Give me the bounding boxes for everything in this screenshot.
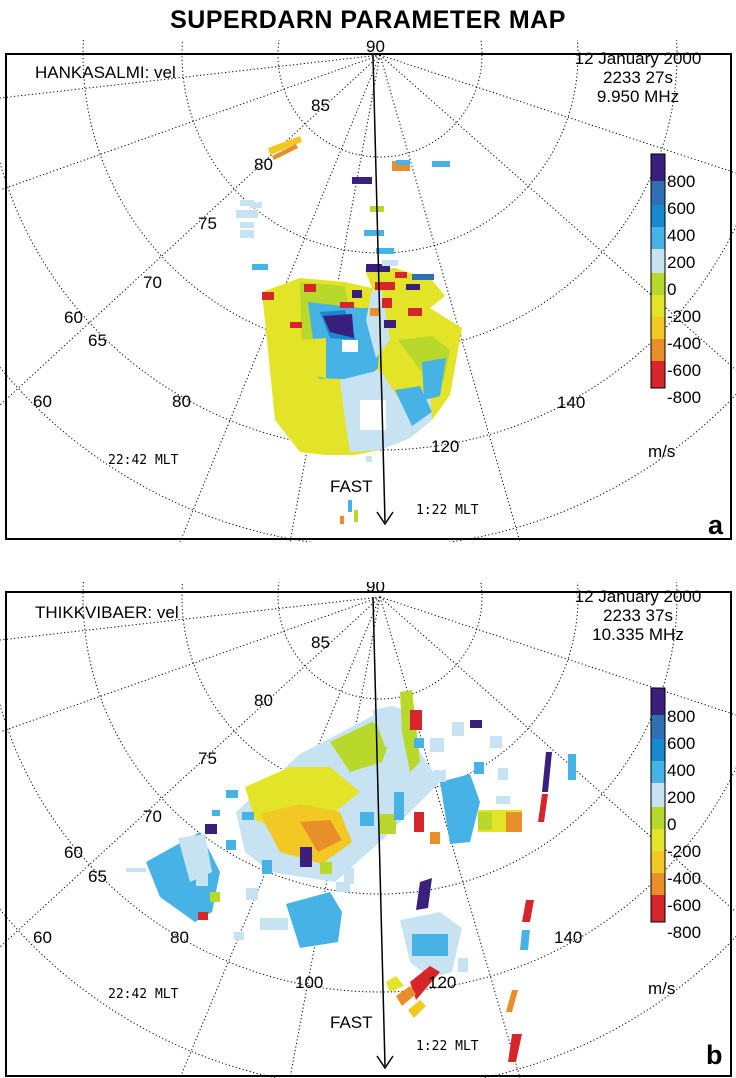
scale-label: -600 <box>667 896 701 915</box>
lon-label-140: 140 <box>554 928 582 947</box>
scale-label: -400 <box>667 869 701 888</box>
scale-label: 200 <box>667 253 695 272</box>
lon-label-80: 80 <box>172 392 191 411</box>
radar-map-panel-b: THIKKVIBAER: vel 12 January 2000 2233 37… <box>0 582 736 1078</box>
fast-track-arrow <box>372 54 394 526</box>
lat-label-60-lower: 60 <box>33 392 52 411</box>
lon-label-120: 120 <box>431 437 459 456</box>
page-title: SUPERDARN PARAMETER MAP <box>170 6 566 34</box>
fast-track-label: FAST <box>330 477 373 496</box>
station-label: THIKKVIBAER: vel <box>35 603 179 622</box>
station-label: HANKASALMI: vel <box>35 63 176 82</box>
lon-label-80: 80 <box>170 928 189 947</box>
lat-label-65: 65 <box>88 331 107 350</box>
color-scale <box>650 687 666 923</box>
lat-label-60-upper: 60 <box>64 843 83 862</box>
radar-map-panel-a: HANKASALMI: vel 12 January 2000 2233 27s… <box>0 40 736 542</box>
panel-letter: a <box>708 510 724 540</box>
scale-label: -800 <box>667 923 701 942</box>
panel-frame <box>5 53 732 540</box>
lat-label-85: 85 <box>311 633 330 652</box>
scale-label: -400 <box>667 334 701 353</box>
time-label: 2233 27s <box>603 68 673 87</box>
lat-label-90: 90 <box>366 582 385 596</box>
scale-labels: 800 600 400 200 0 -200 -400 -600 -800 <box>667 707 701 942</box>
scale-label: 800 <box>667 707 695 726</box>
scale-label: 600 <box>667 734 695 753</box>
scale-label: 200 <box>667 788 695 807</box>
lat-label-75: 75 <box>198 749 217 768</box>
velocity-cells <box>126 690 576 1062</box>
scale-label: -200 <box>667 307 701 326</box>
scale-label: -800 <box>667 388 701 407</box>
scale-label: 0 <box>667 280 676 299</box>
velocity-cells <box>236 136 462 524</box>
mlt-right-label: 1:22 MLT <box>416 1039 479 1054</box>
lon-label-140: 140 <box>557 393 585 412</box>
frequency-label: 9.950 MHz <box>597 87 679 106</box>
scale-label: 400 <box>667 226 695 245</box>
lat-label-65: 65 <box>88 867 107 886</box>
date-label: 12 January 2000 <box>575 587 702 606</box>
lat-label-80: 80 <box>254 691 273 710</box>
panel-frame <box>5 591 732 1077</box>
scale-label: 600 <box>667 199 695 218</box>
scale-label: 0 <box>667 815 676 834</box>
fast-track-arrow <box>372 596 394 1070</box>
grid-lines <box>0 582 736 1078</box>
lat-label-75: 75 <box>198 214 217 233</box>
fast-track-label: FAST <box>330 1013 373 1032</box>
scale-unit: m/s <box>648 442 675 461</box>
lat-label-85: 85 <box>311 96 330 115</box>
lat-label-80: 80 <box>254 155 273 174</box>
lon-label-120: 120 <box>428 973 456 992</box>
lon-label-100: 100 <box>295 973 323 992</box>
lat-label-60-upper: 60 <box>64 308 83 327</box>
date-label: 12 January 2000 <box>575 49 702 68</box>
frequency-label: 10.335 MHz <box>592 625 684 644</box>
scale-label: -600 <box>667 361 701 380</box>
mlt-left-label: 22:42 MLT <box>108 453 179 468</box>
scale-label: 800 <box>667 172 695 191</box>
mlt-left-label: 22:42 MLT <box>108 987 179 1002</box>
scale-labels: 800 600 400 200 0 -200 -400 -600 -800 <box>667 172 701 407</box>
mlt-right-label: 1:22 MLT <box>416 503 479 518</box>
scale-unit: m/s <box>648 979 675 998</box>
scale-label: -200 <box>667 842 701 861</box>
lat-label-70: 70 <box>143 273 162 292</box>
scale-label: 400 <box>667 761 695 780</box>
color-scale <box>650 153 666 389</box>
lat-label-60-lower: 60 <box>33 928 52 947</box>
lat-label-90: 90 <box>366 40 385 56</box>
lat-label-70: 70 <box>143 807 162 826</box>
panel-letter: b <box>706 1040 723 1070</box>
time-label: 2233 37s <box>603 606 673 625</box>
